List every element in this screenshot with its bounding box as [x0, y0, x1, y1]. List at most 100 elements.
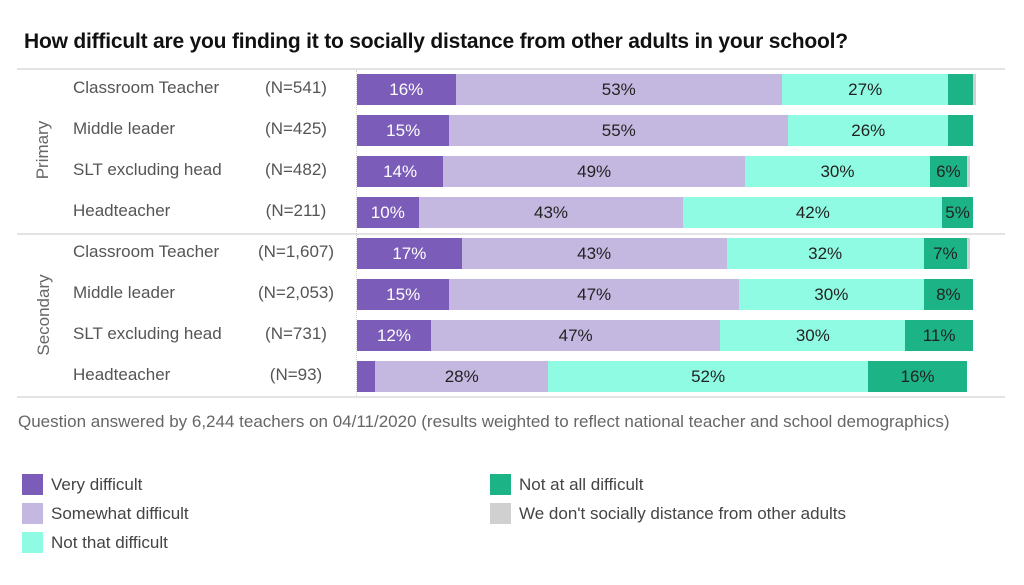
stacked-bar: 17% 43% 32% 7%	[357, 238, 977, 269]
data-label: 30%	[795, 325, 830, 345]
top-divider	[17, 68, 1005, 70]
data-label: 10%	[370, 202, 405, 222]
data-label: 55%	[601, 120, 636, 140]
data-label: 43%	[577, 243, 612, 263]
chart-title: How difficult are you finding it to soci…	[24, 30, 848, 53]
data-label: 26%	[851, 120, 886, 140]
bar-segment-very-difficult: 17%	[357, 238, 462, 269]
legend-label: Somewhat difficult	[51, 503, 189, 523]
bar-segment-somewhat-difficult: 49%	[443, 156, 746, 187]
row-sample-size: (N=482)	[265, 160, 327, 179]
bar-segment-not-at-all-difficult: 16%	[868, 361, 967, 392]
bar-segment-no-distancing	[973, 74, 977, 105]
bar-segment-very-difficult: 15%	[357, 279, 450, 310]
row-label: SLT excluding head	[73, 324, 222, 343]
data-label: 15%	[386, 284, 421, 304]
data-label: 14%	[383, 161, 418, 181]
data-label: 5%	[945, 202, 970, 222]
legend-item-very-difficult: Very difficult	[22, 474, 142, 495]
bar-segment-very-difficult: 14%	[357, 156, 444, 187]
stacked-bar: 16% 53% 27%	[357, 74, 977, 105]
stacked-bar: 15% 47% 30% 8%	[357, 279, 977, 310]
bar-segment-somewhat-difficult: 28%	[375, 361, 548, 392]
data-label: 30%	[820, 161, 855, 181]
bar-segment-very-difficult: 12%	[357, 320, 431, 351]
data-label: 43%	[534, 202, 569, 222]
row-sample-size: (N=541)	[265, 78, 327, 97]
row-label: Middle leader	[73, 283, 176, 302]
bar-segment-somewhat-difficult: 43%	[461, 238, 727, 269]
row-label: Middle leader	[73, 119, 176, 138]
data-label: 11%	[922, 325, 956, 345]
data-label: 47%	[577, 284, 612, 304]
legend-label: We don't socially distance from other ad…	[519, 503, 847, 523]
data-label: 7%	[932, 243, 958, 263]
bar-segment-somewhat-difficult: 53%	[455, 74, 783, 105]
bar-segment-somewhat-difficult: 43%	[418, 197, 684, 228]
bar-segment-very-difficult	[357, 361, 376, 392]
bar-segment-somewhat-difficult: 55%	[449, 115, 789, 146]
data-label: 49%	[577, 161, 612, 181]
data-label: 27%	[848, 79, 883, 99]
bar-segment-somewhat-difficult: 47%	[430, 320, 721, 351]
row-label: SLT excluding head	[73, 160, 222, 179]
row-sample-size: (N=93)	[269, 365, 323, 384]
legend-swatch	[22, 532, 43, 553]
row-sample-size: (N=211)	[265, 201, 327, 220]
legend-item-not-that-difficult: Not that difficult	[22, 532, 168, 553]
data-label: 8%	[936, 284, 961, 304]
legend-label: Not that difficult	[51, 532, 168, 552]
legend-label: Very difficult	[51, 474, 143, 494]
bar-segment-very-difficult: 15%	[357, 115, 450, 146]
data-label: 12%	[376, 325, 411, 345]
row-sample-size: (N=731)	[265, 324, 327, 343]
row-label: Classroom Teacher	[73, 242, 220, 261]
data-label: 53%	[601, 79, 636, 99]
row-sample-size: (N=1,607)	[257, 242, 335, 261]
axis-baseline	[356, 70, 357, 396]
legend-swatch	[22, 503, 43, 524]
legend-swatch	[22, 474, 43, 495]
bar-segment-not-at-all-difficult: 11%	[905, 320, 973, 351]
row-label: Headteacher	[73, 365, 171, 384]
bar-segment-very-difficult: 10%	[357, 197, 419, 228]
bottom-divider	[17, 396, 1005, 398]
legend-item-somewhat-difficult: Somewhat difficult	[22, 503, 189, 524]
legend-label: Not at all difficult	[519, 474, 644, 494]
legend-swatch	[490, 503, 511, 524]
data-label: 16%	[389, 79, 424, 99]
bar-segment-not-that-difficult: 52%	[547, 361, 869, 392]
stacked-bar: 12% 47% 30% 11%	[357, 320, 977, 351]
bar-segment-not-that-difficult: 30%	[738, 279, 924, 310]
data-label: 17%	[392, 243, 427, 263]
data-label: 6%	[936, 161, 961, 181]
legend-item-not-at-all-difficult: Not at all difficult	[490, 474, 643, 495]
bar-segment-not-that-difficult: 26%	[788, 115, 949, 146]
bar-segment-not-at-all-difficult: 7%	[923, 238, 967, 269]
row-sample-size: (N=425)	[265, 119, 327, 138]
data-label: 47%	[558, 325, 593, 345]
group-divider	[17, 233, 1005, 235]
bar-segment-no-distancing	[966, 238, 970, 269]
bar-segment-not-at-all-difficult	[948, 74, 973, 105]
bar-segment-no-distancing	[966, 156, 970, 187]
footnote: Question answered by 6,244 teachers on 0…	[18, 412, 950, 431]
row-label: Classroom Teacher	[73, 78, 220, 97]
data-label: 42%	[795, 202, 830, 222]
data-label: 30%	[814, 284, 849, 304]
data-label: 52%	[691, 366, 726, 386]
bar-segment-not-that-difficult: 27%	[782, 74, 949, 105]
bar-segment-not-at-all-difficult	[948, 115, 973, 146]
bar-segment-not-at-all-difficult: 6%	[929, 156, 967, 187]
bar-segment-not-that-difficult: 42%	[683, 197, 943, 228]
bar-segment-somewhat-difficult: 47%	[449, 279, 739, 310]
data-label: 28%	[444, 366, 479, 386]
bar-segment-not-that-difficult: 32%	[726, 238, 924, 269]
bar-segment-not-at-all-difficult: 8%	[923, 279, 973, 310]
legend-swatch	[490, 474, 511, 495]
bar-segment-not-that-difficult: 30%	[720, 320, 906, 351]
stacked-bar: 28% 52% 16%	[357, 361, 977, 392]
row-sample-size: (N=2,053)	[257, 283, 335, 302]
row-label: Headteacher	[73, 201, 171, 220]
data-label: 32%	[808, 243, 843, 263]
